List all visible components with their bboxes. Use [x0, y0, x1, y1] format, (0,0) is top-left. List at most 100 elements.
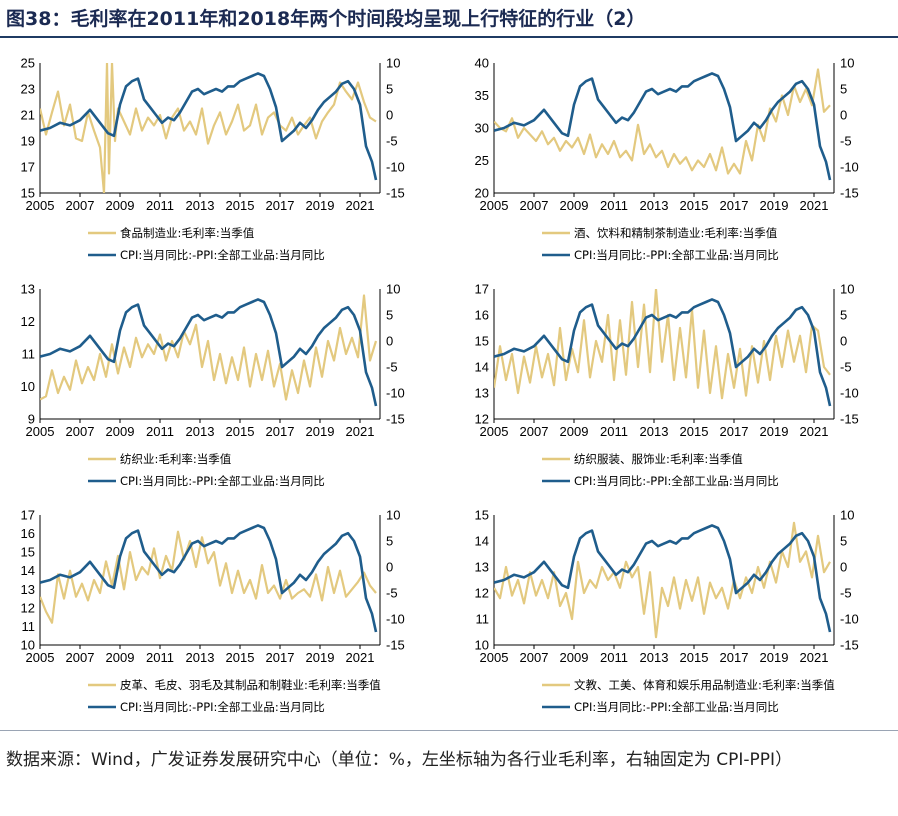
x-tick-label: 2007 — [520, 198, 549, 213]
left-tick-label: 12 — [475, 412, 489, 427]
left-tick-label: 13 — [21, 282, 35, 297]
right-tick-label: 5 — [386, 534, 393, 549]
right-tick-label: 0 — [840, 334, 847, 349]
x-tick-label: 2009 — [560, 424, 589, 439]
industry-margin-line — [40, 63, 377, 193]
left-tick-label: 15 — [21, 545, 35, 560]
right-tick-label: -5 — [840, 134, 852, 149]
chart-panel-2: 20 25 30 35 40 -15 -10 -5 0 5 10 2005 2007 2009 2011 20… — [475, 56, 859, 263]
x-tick-label: 2017 — [720, 198, 749, 213]
industry-margin-line — [494, 289, 831, 400]
cpi-ppi-line — [494, 524, 832, 633]
data-source-note: 数据来源：Wind，广发证券发展研究中心（单位：%，左坐标轴为各行业毛利率，右轴… — [6, 750, 793, 770]
left-tick-label: 19 — [21, 134, 35, 149]
legend-cpi-label: CPI:当月同比:-PPI:全部工业品:当月同比 — [574, 474, 779, 488]
industry-margin-line — [494, 68, 831, 175]
right-tick-label: -15 — [386, 412, 405, 427]
left-tick-label: 10 — [475, 638, 489, 653]
right-tick-label: -5 — [840, 360, 852, 375]
x-tick-label: 2015 — [226, 650, 255, 665]
right-tick-label: -10 — [840, 612, 859, 627]
x-tick-label: 2005 — [26, 650, 55, 665]
legend-industry-label: 食品制造业:毛利率:当季值 — [120, 226, 255, 240]
left-tick-label: 40 — [475, 56, 489, 71]
right-tick-label: 0 — [386, 560, 393, 575]
legend-industry-label: 文教、工美、体育和娱乐用品制造业:毛利率:当季值 — [574, 678, 835, 692]
cpi-ppi-line — [494, 72, 832, 181]
cpi-ppi-line — [40, 524, 378, 633]
right-tick-label: 10 — [840, 56, 854, 71]
x-tick-label: 2015 — [680, 650, 709, 665]
industry-margin-line — [40, 530, 377, 624]
right-tick-label: 5 — [840, 308, 847, 323]
legend-industry-label: 皮革、毛皮、羽毛及其制品和制鞋业:毛利率:当季值 — [120, 678, 381, 692]
x-tick-label: 2011 — [600, 198, 628, 213]
x-tick-label: 2015 — [680, 198, 709, 213]
legend-cpi-label: CPI:当月同比:-PPI:全部工业品:当月同比 — [120, 248, 325, 262]
right-tick-label: -5 — [386, 586, 398, 601]
right-tick-label: -5 — [840, 586, 852, 601]
x-tick-label: 2009 — [560, 650, 589, 665]
x-tick-label: 2007 — [66, 424, 95, 439]
right-tick-label: 0 — [840, 108, 847, 123]
x-tick-label: 2019 — [760, 198, 789, 213]
legend-industry-label: 酒、饮料和精制茶制造业:毛利率:当季值 — [574, 226, 778, 240]
x-tick-label: 2015 — [226, 198, 255, 213]
right-tick-label: -10 — [386, 612, 405, 627]
left-tick-label: 13 — [475, 386, 489, 401]
left-tick-label: 11 — [22, 347, 36, 362]
legend-cpi-label: CPI:当月同比:-PPI:全部工业品:当月同比 — [574, 248, 779, 262]
left-tick-label: 13 — [475, 560, 489, 575]
right-tick-label: 10 — [840, 282, 854, 297]
x-tick-label: 2011 — [600, 650, 628, 665]
x-tick-label: 2017 — [266, 198, 295, 213]
right-tick-label: 0 — [386, 334, 393, 349]
x-tick-label: 2017 — [720, 650, 749, 665]
x-tick-label: 2017 — [266, 650, 295, 665]
legend-cpi-label: CPI:当月同比:-PPI:全部工业品:当月同比 — [120, 474, 325, 488]
chart-panel-1: 15 17 19 21 23 25 -15 -10 -5 0 5 10 2005 2007 2009 2011… — [21, 56, 405, 263]
x-tick-label: 2005 — [26, 424, 55, 439]
left-tick-label: 23 — [21, 82, 35, 97]
x-tick-label: 2017 — [720, 424, 749, 439]
right-tick-label: -10 — [840, 160, 859, 175]
left-tick-label: 15 — [475, 508, 489, 523]
x-tick-label: 2021 — [800, 198, 829, 213]
x-tick-label: 2013 — [186, 650, 215, 665]
cpi-ppi-line — [40, 298, 378, 407]
left-tick-label: 17 — [21, 508, 35, 523]
right-tick-label: -15 — [840, 186, 859, 201]
legend-industry-label: 纺织服装、服饰业:毛利率:当季值 — [574, 452, 743, 466]
left-tick-label: 12 — [21, 314, 35, 329]
x-tick-label: 2019 — [306, 650, 335, 665]
x-tick-label: 2021 — [346, 650, 375, 665]
left-tick-label: 21 — [21, 108, 35, 123]
left-tick-label: 25 — [21, 56, 35, 71]
right-tick-label: -5 — [386, 360, 398, 375]
left-tick-label: 17 — [21, 160, 35, 175]
right-tick-label: 10 — [386, 508, 400, 523]
left-tick-label: 10 — [21, 638, 35, 653]
x-tick-label: 2017 — [266, 424, 295, 439]
right-tick-label: -10 — [386, 386, 405, 401]
x-tick-label: 2007 — [66, 650, 95, 665]
left-tick-label: 16 — [475, 308, 489, 323]
x-tick-label: 2005 — [480, 650, 509, 665]
right-tick-label: -5 — [386, 134, 398, 149]
x-tick-label: 2021 — [346, 198, 375, 213]
left-tick-label: 14 — [21, 563, 35, 578]
figure-title: 图38：毛利率在2011年和2018年两个时间段均呈现上行特征的行业（2） — [6, 8, 646, 30]
legend-cpi-label: CPI:当月同比:-PPI:全部工业品:当月同比 — [574, 700, 779, 714]
left-tick-label: 35 — [475, 88, 489, 103]
x-tick-label: 2013 — [640, 424, 669, 439]
left-tick-label: 14 — [475, 534, 489, 549]
footer-divider — [0, 730, 898, 731]
right-tick-label: 5 — [840, 82, 847, 97]
legend-cpi-label: CPI:当月同比:-PPI:全部工业品:当月同比 — [120, 700, 325, 714]
x-tick-label: 2005 — [480, 198, 509, 213]
x-tick-label: 2013 — [640, 650, 669, 665]
right-tick-label: 5 — [840, 534, 847, 549]
left-tick-label: 9 — [28, 412, 35, 427]
x-tick-label: 2013 — [186, 198, 215, 213]
